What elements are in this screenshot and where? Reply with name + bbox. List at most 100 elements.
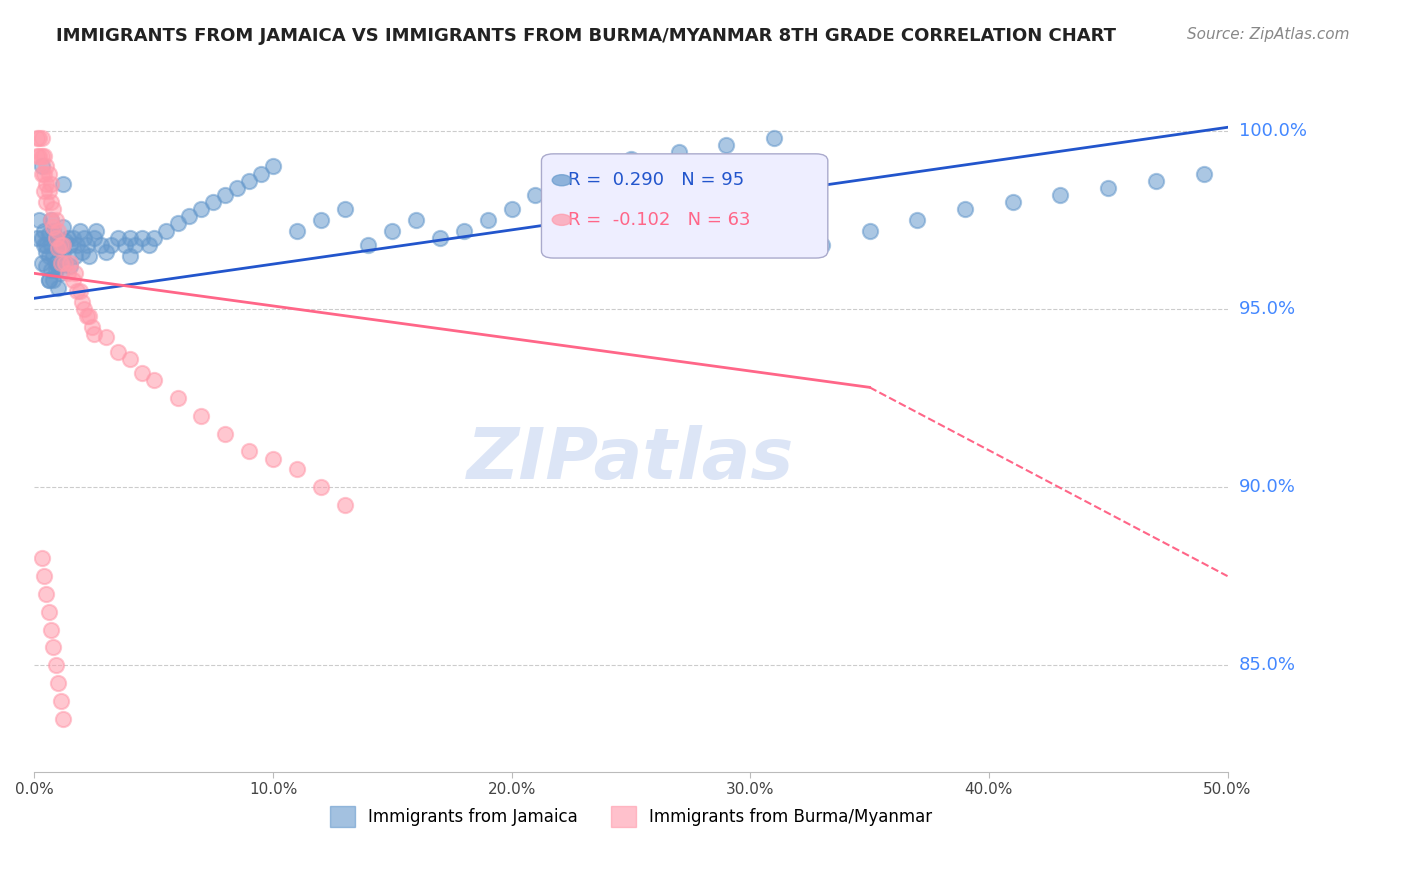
- Point: [55, 255, 77, 269]
- Point: [309, 480, 332, 494]
- Point: [31, 551, 53, 566]
- Point: [214, 188, 236, 202]
- Point: [46, 676, 69, 690]
- Point: [62, 231, 84, 245]
- Point: [238, 174, 260, 188]
- Point: [63, 248, 86, 262]
- Point: [66, 238, 89, 252]
- Point: [90, 238, 112, 252]
- Point: [453, 224, 475, 238]
- Point: [35, 238, 58, 252]
- Point: [55, 235, 77, 249]
- Point: [381, 224, 404, 238]
- Point: [70, 244, 93, 259]
- Text: Source: ZipAtlas.com: Source: ZipAtlas.com: [1187, 27, 1350, 42]
- Point: [716, 138, 738, 153]
- Point: [477, 213, 499, 227]
- Point: [80, 319, 103, 334]
- Point: [250, 167, 273, 181]
- Point: [38, 227, 60, 242]
- Legend: Immigrants from Jamaica, Immigrants from Burma/Myanmar: Immigrants from Jamaica, Immigrants from…: [323, 799, 939, 833]
- Point: [55, 255, 77, 269]
- Point: [1144, 174, 1167, 188]
- Point: [501, 202, 523, 217]
- Point: [35, 244, 58, 259]
- Point: [38, 273, 60, 287]
- Point: [32, 224, 55, 238]
- Point: [202, 195, 225, 210]
- Point: [25, 231, 48, 245]
- Point: [46, 259, 69, 273]
- Point: [42, 273, 65, 287]
- Point: [28, 131, 51, 145]
- Point: [69, 224, 91, 238]
- Point: [1097, 181, 1119, 195]
- Point: [31, 167, 53, 181]
- Point: [59, 259, 82, 273]
- Point: [59, 238, 82, 252]
- Point: [32, 569, 55, 583]
- Point: [114, 238, 136, 252]
- Point: [31, 160, 53, 174]
- Point: [548, 178, 571, 192]
- Point: [38, 273, 60, 287]
- Point: [357, 238, 380, 252]
- Point: [49, 266, 72, 280]
- Point: [1049, 188, 1071, 202]
- Point: [131, 231, 153, 245]
- Point: [45, 213, 67, 227]
- Point: [45, 255, 67, 269]
- Point: [94, 244, 117, 259]
- Point: [63, 266, 86, 280]
- Point: [35, 195, 58, 210]
- Point: [59, 255, 82, 269]
- Point: [858, 224, 880, 238]
- Point: [32, 167, 55, 181]
- Point: [214, 426, 236, 441]
- Point: [70, 294, 93, 309]
- Circle shape: [553, 214, 571, 226]
- Text: 100.0%: 100.0%: [1239, 122, 1306, 140]
- Point: [94, 330, 117, 344]
- Point: [45, 262, 67, 277]
- Point: [285, 224, 308, 238]
- Point: [86, 224, 108, 238]
- Point: [42, 202, 65, 217]
- Point: [262, 451, 284, 466]
- Point: [905, 213, 928, 227]
- Point: [596, 160, 619, 174]
- Point: [39, 213, 62, 227]
- Point: [38, 605, 60, 619]
- Point: [32, 149, 55, 163]
- Point: [52, 244, 75, 259]
- Point: [76, 238, 98, 252]
- Point: [405, 213, 427, 227]
- Point: [73, 231, 96, 245]
- Point: [39, 238, 62, 252]
- Point: [46, 280, 69, 294]
- Point: [953, 202, 976, 217]
- Point: [73, 301, 96, 316]
- Point: [155, 224, 177, 238]
- FancyBboxPatch shape: [541, 153, 828, 258]
- Point: [166, 391, 188, 405]
- Point: [46, 241, 69, 255]
- Point: [42, 248, 65, 262]
- Point: [35, 259, 58, 273]
- Point: [42, 640, 65, 655]
- Point: [49, 241, 72, 255]
- Point: [35, 178, 58, 192]
- Point: [49, 238, 72, 252]
- Point: [179, 210, 201, 224]
- Point: [77, 309, 100, 323]
- Point: [52, 712, 75, 726]
- Point: [39, 195, 62, 210]
- Point: [49, 694, 72, 708]
- Point: [52, 238, 75, 252]
- Point: [763, 131, 786, 145]
- Point: [38, 167, 60, 181]
- Point: [142, 373, 165, 387]
- Point: [76, 309, 98, 323]
- Text: IMMIGRANTS FROM JAMAICA VS IMMIGRANTS FROM BURMA/MYANMAR 8TH GRADE CORRELATION C: IMMIGRANTS FROM JAMAICA VS IMMIGRANTS FR…: [56, 27, 1116, 45]
- Point: [62, 273, 84, 287]
